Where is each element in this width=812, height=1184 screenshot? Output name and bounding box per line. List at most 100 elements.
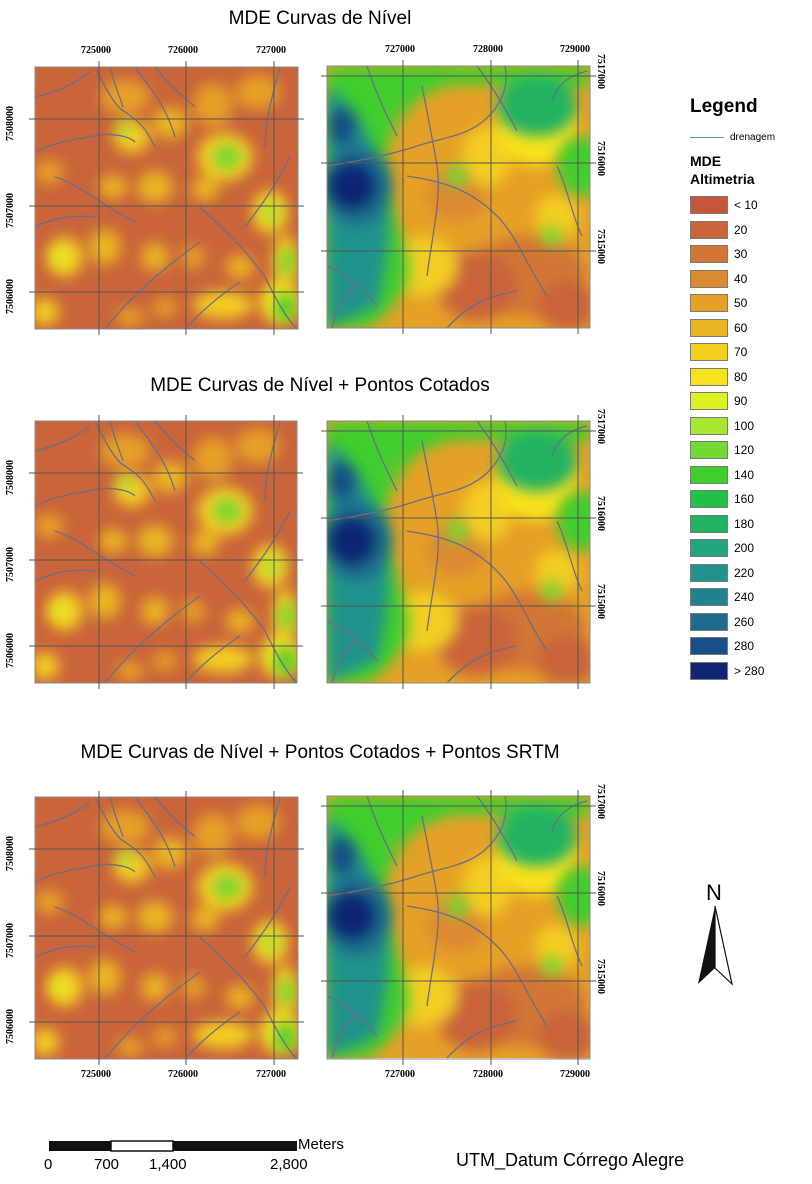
- legend-swatch: [690, 269, 728, 288]
- legend-class-row: 30: [690, 244, 810, 264]
- y-tick-label: 7515000: [595, 584, 606, 619]
- section-title-2: MDE Curvas de Nível + Pontos Cotados: [150, 375, 490, 396]
- scale-label-1400: 1,400: [149, 1156, 187, 1173]
- y-tick-label: 7515000: [595, 959, 606, 994]
- legend-class-label: 140: [734, 467, 755, 482]
- north-arrow: N: [692, 880, 752, 1000]
- legend-swatch: [690, 367, 728, 386]
- scale-label-700: 700: [94, 1156, 120, 1173]
- y-tick-label: 7508000: [5, 460, 16, 495]
- north-arrow-icon: [698, 906, 733, 986]
- y-tick-label: 7516000: [595, 871, 606, 906]
- y-tick-label: 7506000: [5, 1009, 16, 1044]
- legend-class-label: 20: [734, 222, 748, 237]
- legend-swatch: [690, 416, 728, 435]
- legend-swatch: [690, 196, 728, 214]
- legend-class-label: 160: [734, 492, 755, 506]
- legend-swatch: [690, 245, 728, 263]
- legend-class-row: 220: [690, 563, 810, 583]
- legend-class-label: 50: [734, 296, 748, 310]
- legend-class-label: 280: [734, 639, 755, 653]
- drainage-label: drenagem: [730, 132, 776, 143]
- legend-swatch: [690, 612, 728, 631]
- y-tick-label: 7517000: [595, 54, 606, 89]
- legend-class-row: < 10: [690, 195, 810, 215]
- y-tick-label: 7507000: [5, 193, 16, 228]
- x-tick-label: 729000: [560, 1069, 590, 1080]
- legend-swatch: [690, 563, 728, 582]
- legend-class-row: 180: [690, 514, 810, 534]
- x-tick-label: 728000: [473, 1069, 503, 1080]
- legend-swatch: [690, 588, 728, 606]
- scale-unit: Meters: [298, 1136, 344, 1153]
- scale-label-2800: 2,800: [270, 1156, 308, 1173]
- legend-class-label: 80: [734, 369, 748, 384]
- legend-class-label: 60: [734, 320, 748, 335]
- legend-class-row: 200: [690, 538, 810, 558]
- y-tick-label: 7507000: [5, 547, 16, 582]
- legend-swatch: [690, 539, 728, 557]
- legend-class-label: 260: [734, 614, 755, 629]
- datum-label: UTM_Datum Córrego Alegre: [456, 1150, 685, 1170]
- x-tick-label: 726000: [168, 1069, 198, 1080]
- drainage-line-symbol: [690, 137, 724, 138]
- section-title-3: MDE Curvas de Nível + Pontos Cotados + P…: [80, 742, 560, 763]
- legend-class-row: 160: [690, 489, 810, 509]
- legend-class-label: 120: [734, 443, 755, 457]
- legend-class-label: 90: [734, 394, 748, 408]
- legend-class-label: 30: [734, 247, 748, 261]
- section-title-1: MDE Curvas de Nível: [228, 8, 412, 29]
- x-tick-label: 728000: [473, 44, 503, 55]
- legend-class-row: 280: [690, 636, 810, 656]
- legend-swatch: [690, 318, 728, 337]
- legend-swatch: [690, 637, 728, 655]
- legend-swatch: [690, 661, 728, 680]
- legend-class-row: 90: [690, 391, 810, 411]
- y-tick-label: 7517000: [595, 409, 606, 444]
- y-tick-label: 7516000: [595, 496, 606, 531]
- x-tick-label: 727000: [256, 1069, 286, 1080]
- legend-class-label: 40: [734, 271, 748, 286]
- north-letter: N: [706, 880, 722, 905]
- y-tick-label: 7508000: [5, 106, 16, 141]
- graticule: [29, 60, 596, 1065]
- legend-layer-name: MDE: [690, 153, 722, 169]
- legend-classes: < 10 20 30 40 50 60 70 80 90 100 120 140 160 180 200 22…: [690, 195, 810, 681]
- y-tick-label: 7506000: [5, 279, 16, 314]
- legend-class-row: 140: [690, 465, 810, 485]
- scale-bar: 0 700 1,400 2,800 Meters: [36, 1136, 366, 1184]
- legend-class-row: 100: [690, 416, 810, 436]
- legend-class-label: 200: [734, 541, 755, 555]
- legend-class-row: > 280: [690, 661, 810, 681]
- legend-class-label: 240: [734, 590, 755, 604]
- legend-class-label: 220: [734, 565, 755, 580]
- legend-title: Legend: [690, 96, 758, 117]
- x-tick-label: 725000: [81, 1069, 111, 1080]
- legend-class-label: < 10: [734, 198, 758, 212]
- scale-bar-graphic: [49, 1140, 297, 1152]
- y-tick-label: 7515000: [595, 229, 606, 264]
- legend-class-label: 100: [734, 418, 755, 433]
- legend-class-row: 20: [690, 220, 810, 240]
- y-tick-label: 7507000: [5, 923, 16, 958]
- legend-class-label: 70: [734, 345, 748, 359]
- legend-class-row: 260: [690, 612, 810, 632]
- legend-class-row: 120: [690, 440, 810, 460]
- y-tick-label: 7517000: [595, 784, 606, 819]
- legend-swatch: [690, 465, 728, 484]
- legend-swatch: [690, 220, 728, 239]
- legend-field-name: Altimetria: [690, 171, 755, 187]
- legend-class-label: 180: [734, 516, 755, 531]
- x-tick-label: 727000: [385, 1069, 415, 1080]
- x-tick-label: 725000: [81, 45, 111, 56]
- legend-class-row: 40: [690, 269, 810, 289]
- x-tick-label: 726000: [168, 45, 198, 56]
- y-tick-label: 7516000: [595, 141, 606, 176]
- legend-drainage: drenagem: [690, 132, 810, 143]
- legend-class-row: 240: [690, 587, 810, 607]
- legend-class-row: 80: [690, 367, 810, 387]
- legend-class-row: 50: [690, 293, 810, 313]
- y-tick-label: 7506000: [5, 633, 16, 668]
- x-tick-label: 729000: [560, 44, 590, 55]
